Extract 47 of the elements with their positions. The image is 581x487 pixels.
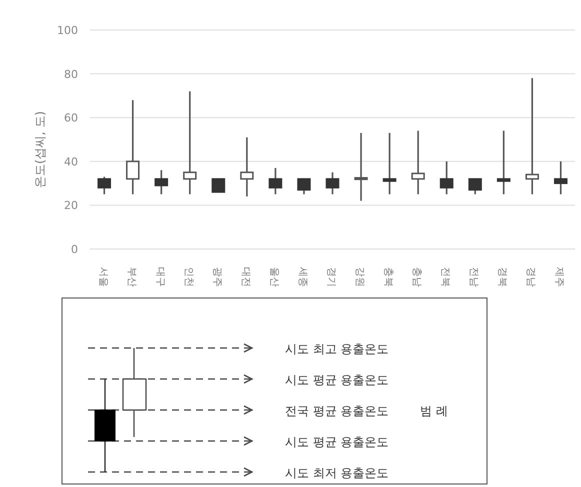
candlestick <box>496 130 510 196</box>
candlestick <box>297 178 311 196</box>
x-tick-label: 경남 <box>525 267 536 287</box>
candlestick <box>154 169 168 196</box>
candlestick <box>183 90 197 196</box>
y-tick-label: 80 <box>64 68 78 81</box>
x-tick-label: 인천 <box>182 267 194 287</box>
x-tick-label: 경북 <box>496 267 508 287</box>
x-tick-label: 세종 <box>296 267 308 287</box>
text: 시도 평균 용출온도 <box>285 373 389 387</box>
candlestick <box>326 172 340 196</box>
y-tick-label: 0 <box>71 243 78 256</box>
x-tick-label: 전북 <box>440 267 451 287</box>
candlestick <box>268 167 282 196</box>
y-tick-label: 40 <box>64 155 78 168</box>
text: 전국 평균 용출온도 <box>285 404 389 418</box>
x-tick-label: 대전 <box>240 267 251 287</box>
x-tick-label: 강원 <box>354 267 366 287</box>
y-axis-title: 온도(섭씨, 도) <box>33 111 47 188</box>
candlestick <box>382 132 396 196</box>
x-tick-label: 부산 <box>126 267 137 287</box>
candlestick <box>354 132 368 202</box>
x-tick-label: 울산 <box>268 267 280 287</box>
x-tick-label: 대구 <box>154 267 166 287</box>
x-tick-label: 광주 <box>211 267 222 287</box>
text: 시도 최고 용출온도 <box>285 342 389 356</box>
x-tick-label: 충남 <box>411 267 422 287</box>
x-tick-label: 제주 <box>554 267 565 287</box>
candlestick <box>468 178 482 196</box>
candlestick <box>554 160 568 196</box>
x-tick-label: 충북 <box>382 267 394 287</box>
y-tick-label: 100 <box>57 24 78 37</box>
candlestick <box>126 99 140 196</box>
candlestick <box>212 178 226 193</box>
x-tick-label: 서울 <box>97 267 108 287</box>
candlestick <box>440 160 454 196</box>
candlestick <box>525 77 539 196</box>
text: 시도 평균 용출온도 <box>285 435 389 449</box>
y-tick-label: 60 <box>64 112 78 125</box>
text: 시도 최저 용출온도 <box>285 466 389 480</box>
x-tick-label: 전남 <box>468 267 480 287</box>
y-tick-label: 20 <box>64 199 78 212</box>
candlestick <box>98 176 112 196</box>
x-tick-label: 경기 <box>326 267 336 287</box>
candlestick <box>411 130 425 196</box>
text: 범 례 <box>420 404 448 418</box>
candlestick <box>240 136 254 198</box>
